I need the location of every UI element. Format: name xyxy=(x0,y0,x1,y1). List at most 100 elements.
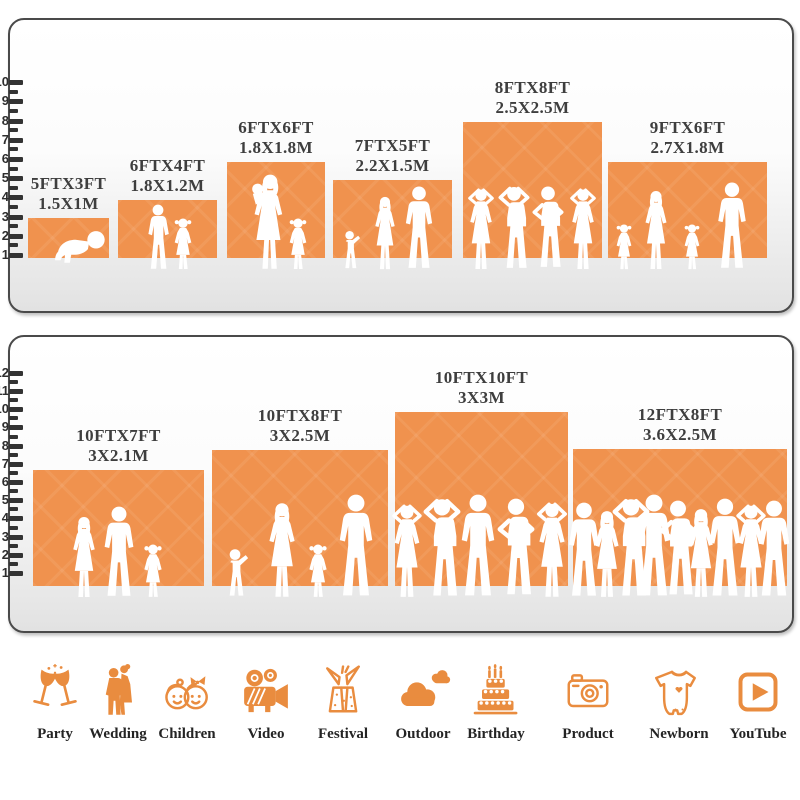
backdrop-size-m: 3X2.5M xyxy=(269,426,331,445)
ruler-minor-tick xyxy=(9,398,18,403)
outdoor-icon xyxy=(375,664,471,720)
ruler-number: 5 xyxy=(1,492,9,508)
mother-with-baby-silhouette xyxy=(246,174,287,270)
ruler-major-tick xyxy=(9,443,23,449)
ruler-number: 9 xyxy=(1,419,9,435)
ruler-major-tick xyxy=(9,389,23,394)
backdrop-size-m: 3X2.1M xyxy=(88,446,149,465)
ruler-major-tick xyxy=(9,571,23,576)
man-silhouette xyxy=(566,502,602,598)
backdrop-rect xyxy=(568,449,790,597)
ruler-major-tick xyxy=(9,195,23,201)
man-hands-on-hips-silhouette xyxy=(494,498,539,598)
backdrop-size-label: 7FTX5FT 2.2X1.5M xyxy=(293,136,493,176)
ruler-minor-tick xyxy=(9,147,18,152)
category-item-youtube: YouTube xyxy=(710,664,800,743)
ruler-minor-tick xyxy=(9,89,18,94)
man-hands-on-hips-silhouette xyxy=(529,186,567,270)
ruler-number: 2 xyxy=(1,546,9,562)
backdrop-size-m: 2.5X2.5M xyxy=(495,98,570,117)
man-silhouette xyxy=(756,500,793,598)
party-icon xyxy=(7,664,103,720)
man-silhouette xyxy=(706,498,744,598)
backdrop-size-ft: 12FTX8FT xyxy=(637,405,723,424)
birthday-icon xyxy=(448,664,544,720)
woman-posing-silhouette xyxy=(564,188,601,270)
ruler-major-tick xyxy=(9,498,23,504)
ruler-number: 1 xyxy=(1,247,9,262)
category-label: Festival xyxy=(318,726,368,742)
backdrop-rect xyxy=(227,162,325,269)
woman-silhouette xyxy=(264,502,300,598)
ruler-minor-tick xyxy=(9,489,18,494)
category-item-children: Children xyxy=(139,664,235,743)
backdrop-size-m: 2.7X1.8M xyxy=(650,138,725,157)
ruler-number: 2 xyxy=(1,227,9,243)
woman-silhouette xyxy=(371,196,399,270)
man-silhouette xyxy=(101,506,136,598)
ruler-minor-tick xyxy=(9,243,18,248)
backdrop-size-ft: 8FTX8FT xyxy=(494,78,571,97)
children-icon xyxy=(139,664,235,720)
backdrop-size-label: 8FTX8FT 2.5X2.5M xyxy=(433,78,633,118)
ruler-minor-tick xyxy=(9,185,18,190)
backdrop-size-ft: 10FTX7FT xyxy=(76,426,161,445)
backdrop-size-label: 10FTX8FT 3X2.5M xyxy=(200,406,400,446)
girl-silhouette xyxy=(306,544,330,598)
newborn-icon xyxy=(631,664,727,720)
woman-silhouette xyxy=(69,516,100,598)
backdrop-size-label: 6FTX4FT 1.8X1.2M xyxy=(68,156,268,196)
ruler-number: 11 xyxy=(0,383,9,398)
backdrop-rect xyxy=(28,218,109,263)
video-icon xyxy=(218,664,314,720)
toddler-silhouette xyxy=(225,548,252,598)
category-label: Product xyxy=(562,726,614,742)
ruler-major-tick xyxy=(9,370,23,376)
category-item-party: Party xyxy=(7,664,103,743)
backdrop-size-m: 1.8X1.2M xyxy=(130,176,205,195)
girl-silhouette xyxy=(682,224,702,270)
category-item-birthday: Birthday xyxy=(448,664,544,743)
ruler-major-tick xyxy=(9,176,23,182)
ruler-number: 12 xyxy=(0,364,9,380)
ruler-major-tick xyxy=(9,137,23,143)
ruler-major-tick xyxy=(9,253,23,258)
ruler-number: 10 xyxy=(0,401,9,417)
girl-silhouette xyxy=(286,218,309,270)
category-item-newborn: Newborn xyxy=(631,664,727,743)
backdrop-size-m: 1.8X1.8M xyxy=(238,138,314,157)
man-silhouette xyxy=(716,182,749,270)
ruler-number: 9 xyxy=(1,93,9,109)
toddler-silhouette xyxy=(341,230,363,270)
ruler-minor-tick xyxy=(9,416,18,421)
ruler-major-tick xyxy=(9,425,23,431)
backdrop-size-ft: 6FTX6FT xyxy=(238,118,314,137)
backdrop-size-label: 10FTX7FT 3X2.1M xyxy=(19,426,219,466)
ruler-minor-tick xyxy=(9,205,18,209)
backdrop-rect xyxy=(392,412,568,597)
backdrop-size-m: 3.6X2.5M xyxy=(642,425,718,444)
ruler-minor-tick xyxy=(9,543,18,548)
category-label: Birthday xyxy=(467,726,525,742)
ruler-major-tick xyxy=(9,214,23,220)
ruler-number: 7 xyxy=(1,131,9,147)
backdrop-rect xyxy=(33,470,204,597)
man-silhouette xyxy=(403,186,435,270)
ruler-major-tick xyxy=(9,534,23,540)
ruler-minor-tick xyxy=(9,109,18,113)
ruler-number: 4 xyxy=(1,189,9,205)
ruler-minor-tick xyxy=(9,561,18,566)
ruler-number: 8 xyxy=(1,112,9,128)
ruler-major-tick xyxy=(9,233,23,239)
ruler-number: 8 xyxy=(1,437,9,453)
backdrop-size-label: 9FTX6FT 2.7X1.8M xyxy=(588,118,788,158)
backdrop-size-label: 6FTX6FT 1.8X1.8M xyxy=(176,118,376,158)
ruler-minor-tick xyxy=(9,470,18,475)
crawling-baby-silhouette xyxy=(50,228,107,264)
backdrop-rect xyxy=(118,200,217,269)
ruler-minor-tick xyxy=(9,128,18,133)
woman-posing-silhouette xyxy=(729,504,771,598)
man-hands-behind-head-silhouette xyxy=(496,186,534,270)
ruler-minor-tick xyxy=(9,434,18,439)
backdrop-size-ft: 7FTX5FT xyxy=(354,136,431,155)
